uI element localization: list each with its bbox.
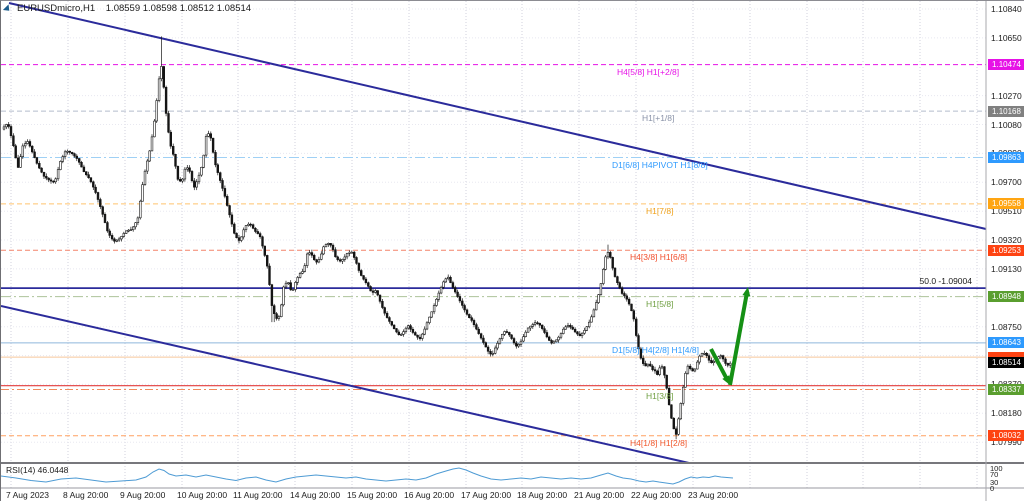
time-axis-label: 11 Aug 20:00 — [233, 490, 283, 500]
green-arrow-shaft[interactable] — [709, 348, 729, 381]
price-level-badge: 1.08032 — [988, 430, 1024, 441]
trendline-upper[interactable] — [8, 2, 987, 230]
rsi-scale-label: 0 — [990, 484, 995, 493]
level-label: D1[6/8] H4PIVOT H1[8/8] — [612, 160, 708, 170]
price-axis-tick: 1.10080 — [991, 120, 1022, 130]
fibo-50-label: 50.0 -1.09004 — [919, 276, 972, 286]
time-axis-label: 18 Aug 20:00 — [517, 490, 568, 500]
level-label: H1[3/8] — [646, 391, 674, 401]
rsi-scale-label: 30 — [990, 478, 999, 487]
chart-symbol-period: EURUSDmicro,H1 — [17, 3, 96, 14]
price-level-badge: 1.09863 — [988, 152, 1024, 163]
time-axis-label: 21 Aug 20:00 — [574, 490, 625, 500]
time-axis-label: 7 Aug 2023 — [6, 490, 50, 500]
time-axis-label: 8 Aug 20:00 — [63, 490, 109, 500]
price-axis-tick: 1.07990 — [991, 437, 1022, 447]
time-axis-label: 15 Aug 20:00 — [347, 490, 398, 500]
level-label: H1[+1/8] — [642, 113, 675, 123]
level-label: D1[5/8] H4[2/8] H1[4/8] — [612, 345, 699, 355]
level-label: H4[3/8] H1[6/8] — [630, 252, 688, 262]
rsi-indicator-label: RSI(14) 46.0448 — [6, 465, 68, 475]
price-axis-tick: 1.09130 — [991, 264, 1022, 274]
rsi-scale-label: 100 — [990, 464, 1003, 473]
level-label: H1[5/8] — [646, 299, 674, 309]
rsi-name: RSI(14) — [6, 465, 36, 475]
time-axis-label: 22 Aug 20:00 — [631, 490, 682, 500]
time-axis-label: 17 Aug 20:00 — [461, 490, 512, 500]
green-arrow-head[interactable] — [722, 375, 730, 385]
price-level-badge: 1.08948 — [988, 291, 1024, 302]
time-axis-label: 23 Aug 20:00 — [688, 490, 739, 500]
level-label: H4[1/8] H1[2/8] — [630, 438, 688, 448]
price-axis-tick: 1.10270 — [991, 91, 1022, 101]
time-axis-label: 16 Aug 20:00 — [404, 490, 455, 500]
chart-ohlc-values: 1.08559 1.08598 1.08512 1.08514 — [105, 3, 252, 14]
green-arrow-shaft[interactable] — [728, 292, 749, 386]
level-label: H1[7/8] — [646, 206, 674, 216]
price-axis-tick: 1.08750 — [991, 322, 1022, 332]
price-axis-tick: 1.09700 — [991, 177, 1022, 187]
price-level-badge: 1.09558 — [988, 198, 1024, 209]
time-axis-label: 9 Aug 20:00 — [120, 490, 166, 500]
current-price-badge: 1.08514 — [988, 357, 1024, 368]
price-axis-tick: 1.09320 — [991, 235, 1022, 245]
level-label: H4[5/8] H1[+2/8] — [617, 67, 680, 77]
price-level-badge: 1.10168 — [988, 106, 1024, 117]
time-axis-label: 14 Aug 20:00 — [290, 490, 341, 500]
price-level-badge: 1.09253 — [988, 245, 1024, 256]
rsi-value: 46.0448 — [37, 465, 69, 475]
chart-title: EURUSDmicro,H1 1.08559 1.08598 1.08512 1… — [17, 3, 251, 14]
price-axis-tick: 1.10650 — [991, 33, 1022, 43]
price-axis-tick: 1.09510 — [991, 206, 1022, 216]
rsi-line — [1, 467, 734, 485]
green-arrow-head[interactable] — [742, 287, 751, 297]
price-level-badge: 1.08643 — [988, 337, 1024, 348]
price-axis-tick: 1.08180 — [991, 408, 1022, 418]
price-level-badge: 1.10474 — [988, 59, 1024, 70]
time-axis-label: 10 Aug 20:00 — [177, 490, 228, 500]
price-level-badge: 1.08337 — [988, 384, 1024, 395]
price-axis-tick: 1.10840 — [991, 4, 1022, 14]
rsi-scale-label: 70 — [990, 470, 999, 479]
candles — [2, 36, 732, 440]
trendline-lower[interactable] — [1, 305, 690, 464]
